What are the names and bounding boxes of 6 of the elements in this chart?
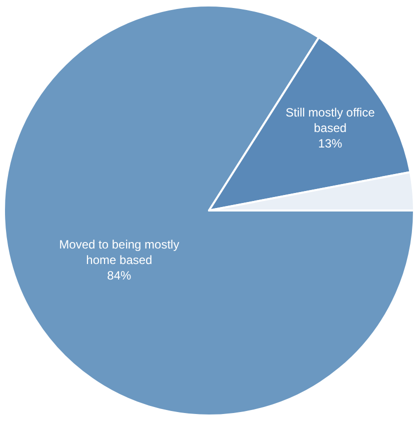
data-label: 84% xyxy=(107,268,132,282)
pie-slice xyxy=(3,4,415,416)
slice-label: Still mostly office based xyxy=(286,105,376,136)
slice-label: Moved to being mostly home based xyxy=(59,237,180,267)
data-label: 13% xyxy=(318,136,343,151)
pie-slice xyxy=(208,36,412,212)
